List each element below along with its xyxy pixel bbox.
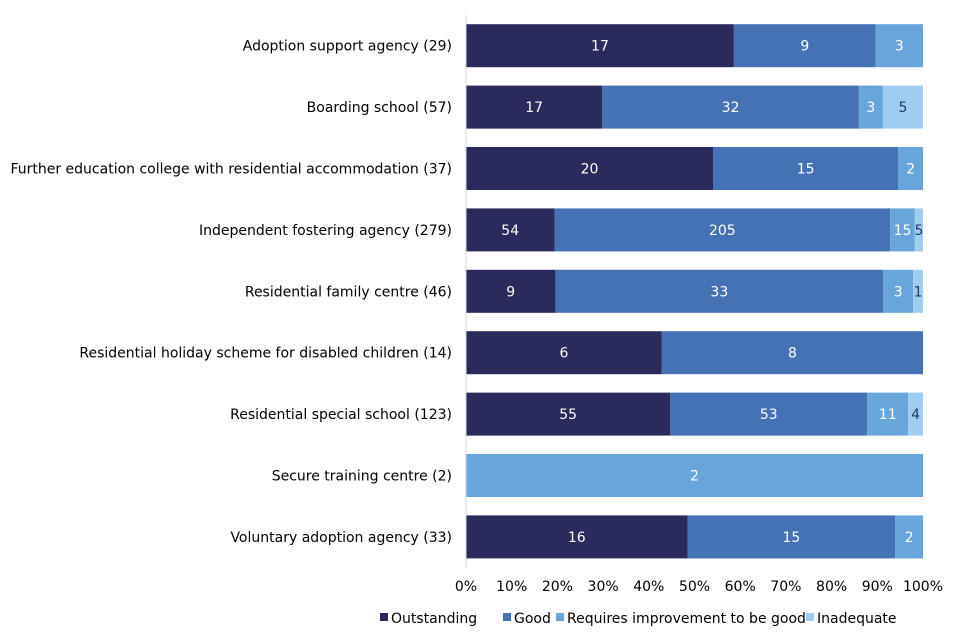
data-label: 4	[911, 407, 920, 423]
category-label: Residential family centre (46)	[245, 284, 452, 300]
data-label: 2	[905, 530, 914, 546]
x-tick-label: 20%	[542, 579, 573, 595]
bar-segment-inadequate	[908, 392, 923, 436]
bar-segment-requires-improvement-to-be-good	[466, 454, 923, 497]
data-label: 33	[710, 284, 728, 300]
x-tick-label: 60%	[725, 579, 756, 595]
category-label: Independent fostering agency (279)	[199, 223, 452, 239]
bar-segment-outstanding	[466, 208, 555, 252]
bar-segment-outstanding	[466, 515, 688, 559]
data-label: 2	[690, 469, 699, 485]
bar-segment-good	[555, 269, 884, 313]
bar-segment-requires-improvement-to-be-good	[890, 208, 915, 252]
bar-segment-good	[713, 147, 899, 190]
data-label: 15	[894, 223, 912, 239]
data-label: 5	[914, 223, 923, 239]
legend-swatch	[503, 613, 511, 621]
x-tick-label: 0%	[455, 579, 477, 595]
data-label: 54	[501, 223, 519, 239]
bar-segment-good	[602, 85, 859, 129]
bar-segment-outstanding	[466, 392, 671, 436]
data-label: 32	[722, 100, 740, 116]
bar-segment-good	[733, 24, 876, 68]
bar-segment-good	[661, 331, 923, 375]
category-label: Voluntary adoption agency (33)	[230, 530, 452, 546]
bar-segment-inadequate	[913, 269, 923, 313]
bar-segment-outstanding	[466, 24, 734, 68]
bar-segment-requires-improvement-to-be-good	[898, 147, 923, 190]
legend-swatch	[806, 613, 814, 621]
legend-label: Outstanding	[391, 611, 477, 627]
bar-segment-good	[670, 392, 868, 436]
data-label: 15	[783, 530, 801, 546]
legend-swatch	[380, 613, 388, 621]
bar-segment-good	[687, 515, 896, 559]
category-label: Secure training centre (2)	[272, 469, 452, 485]
x-tick-label: 70%	[770, 579, 801, 595]
data-label: 20	[581, 162, 599, 178]
bar-segment-outstanding	[466, 147, 714, 190]
bar-segment-inadequate	[882, 85, 923, 129]
data-label: 9	[506, 284, 515, 300]
legend-label: Good	[514, 611, 551, 627]
bar-segment-requires-improvement-to-be-good	[875, 24, 923, 68]
data-label: 1	[914, 284, 923, 300]
bar-segment-requires-improvement-to-be-good	[895, 515, 923, 559]
x-tick-label: 90%	[862, 579, 893, 595]
bar-segment-outstanding	[466, 269, 556, 313]
x-tick-label: 10%	[496, 579, 527, 595]
category-label: Boarding school (57)	[307, 100, 452, 116]
category-label: Residential holiday scheme for disabled …	[79, 346, 452, 362]
legend-label: Requires improvement to be good	[567, 611, 806, 627]
x-tick-label: 30%	[588, 579, 619, 595]
data-label: 9	[800, 39, 809, 55]
data-label: 3	[866, 100, 875, 116]
bar-segment-inadequate	[914, 208, 923, 252]
x-tick-label: 80%	[816, 579, 847, 595]
bar-segment-outstanding	[466, 85, 603, 129]
x-tick-label: 50%	[679, 579, 710, 595]
data-label: 3	[895, 39, 904, 55]
data-label: 15	[797, 162, 815, 178]
category-label: Further education college with residenti…	[10, 162, 452, 178]
x-tick-label: 100%	[903, 579, 943, 595]
data-label: 205	[709, 223, 736, 239]
data-label: 3	[894, 284, 903, 300]
data-label: 16	[568, 530, 586, 546]
bar-segment-good	[554, 208, 891, 252]
category-label: Residential special school (123)	[230, 407, 452, 423]
data-label: 8	[788, 346, 797, 362]
legend-swatch	[556, 613, 564, 621]
bar-segment-requires-improvement-to-be-good	[867, 392, 909, 436]
data-label: 5	[898, 100, 907, 116]
data-label: 6	[559, 346, 568, 362]
legend-label: Inadequate	[817, 611, 897, 627]
data-label: 17	[525, 100, 543, 116]
data-label: 53	[760, 407, 778, 423]
x-tick-label: 40%	[633, 579, 664, 595]
data-label: 2	[906, 162, 915, 178]
data-label: 11	[879, 407, 897, 423]
category-label: Adoption support agency (29)	[243, 39, 452, 55]
data-label: 55	[559, 407, 577, 423]
bar-segment-outstanding	[466, 331, 662, 375]
data-label: 17	[591, 39, 609, 55]
bar-segment-requires-improvement-to-be-good	[883, 269, 914, 313]
bar-segment-requires-improvement-to-be-good	[858, 85, 883, 129]
